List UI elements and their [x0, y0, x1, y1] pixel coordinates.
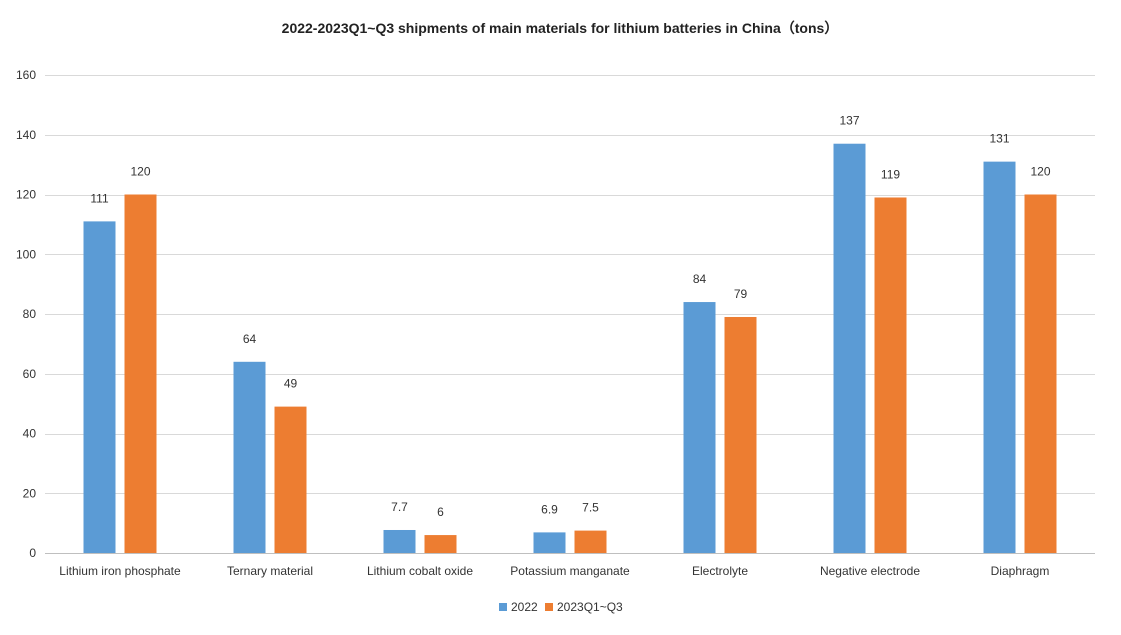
legend-label: 2022: [511, 600, 538, 614]
category-label: Lithium cobalt oxide: [367, 564, 473, 578]
data-label: 120: [130, 165, 150, 179]
data-label: 120: [1030, 165, 1050, 179]
chart-title: 2022-2023Q1~Q3 shipments of main materia…: [282, 20, 839, 36]
y-tick-label: 20: [23, 486, 37, 500]
y-tick-label: 40: [23, 427, 37, 441]
data-label: 111: [90, 191, 109, 205]
bar: [1024, 194, 1057, 553]
bar: [124, 194, 157, 553]
category-labels: Lithium iron phosphate Ternary material Li…: [59, 564, 1049, 578]
bars: [83, 143, 1057, 554]
bar: [83, 221, 116, 553]
y-axis-ticks: 0 20 40 60 80 100 120 140 160: [16, 68, 36, 560]
y-tick-label: 0: [29, 546, 36, 560]
y-tick-label: 120: [16, 188, 36, 202]
bar: [424, 535, 457, 553]
bar: [274, 406, 307, 553]
data-label: 64: [243, 332, 257, 346]
y-tick-label: 140: [16, 128, 36, 142]
data-labels: 111 120 64 49 7.7 6 6.9 7.5 84 79 137 119 131 120: [90, 114, 1050, 519]
data-label: 6: [437, 505, 444, 519]
bar: [833, 143, 866, 553]
data-label: 6.9: [541, 502, 558, 516]
bar: [383, 529, 416, 553]
legend-swatch: [499, 603, 507, 611]
data-label: 79: [734, 287, 748, 301]
bar: [874, 197, 907, 554]
bar: [983, 161, 1016, 553]
bar: [233, 361, 266, 553]
legend: 2022 2023Q1~Q3: [499, 600, 623, 614]
gridlines: [45, 75, 1095, 554]
bar: [574, 530, 607, 553]
y-tick-label: 80: [23, 307, 37, 321]
category-label: Ternary material: [227, 564, 313, 578]
category-label: Lithium iron phosphate: [59, 564, 181, 578]
data-label: 119: [881, 167, 900, 181]
legend-swatch: [545, 603, 553, 611]
data-label: 7.7: [391, 500, 408, 514]
data-label: 137: [839, 114, 859, 128]
y-tick-label: 160: [16, 68, 36, 82]
data-label: 131: [989, 132, 1009, 146]
data-label: 84: [693, 272, 707, 286]
bar: [533, 532, 566, 553]
y-tick-label: 100: [16, 247, 36, 261]
bar: [724, 316, 757, 553]
category-label: Electrolyte: [692, 564, 748, 578]
data-label: 49: [284, 377, 298, 391]
bar: [683, 302, 716, 553]
legend-label: 2023Q1~Q3: [557, 600, 623, 614]
category-label: Diaphragm: [991, 564, 1050, 578]
data-label: 7.5: [582, 501, 599, 515]
category-label: Negative electrode: [820, 564, 920, 578]
category-label: Potassium manganate: [510, 564, 630, 578]
y-tick-label: 60: [23, 367, 37, 381]
